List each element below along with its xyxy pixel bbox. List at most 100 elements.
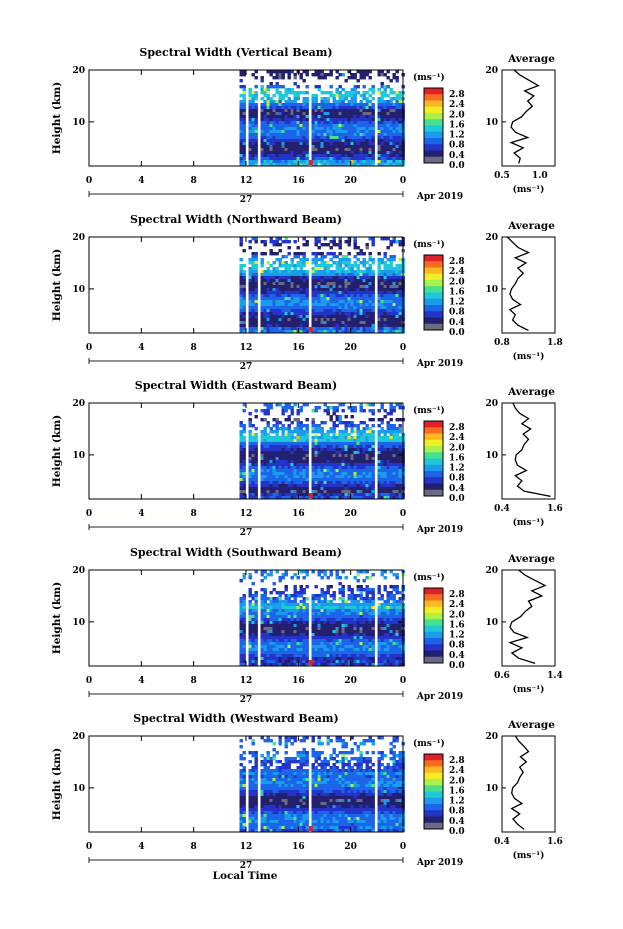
heatmap-cell [272,660,276,664]
heatmap-cell [359,112,363,116]
heatmap-cell [371,154,375,158]
heatmap-cell [377,318,381,322]
heatmap-cell [380,442,384,446]
heatmap-cell [278,133,282,137]
heatmap-cell [392,106,396,110]
heatmap-cell [242,472,246,476]
heatmap-cell [305,85,309,89]
heatmap-cell [290,493,294,497]
heatmap-cell [335,136,339,140]
heatmap-cell [254,237,258,241]
heatmap-cell [350,321,354,325]
heatmap-cell [287,279,291,283]
heatmap-cell [311,654,315,658]
heatmap-cell [353,297,357,301]
heatmap-cell [368,454,372,458]
heatmap-cell [275,312,279,316]
heatmap-cell [269,252,273,256]
heatmap-cell [398,487,402,491]
heatmap-cell [377,252,381,256]
heatmap-cell [356,490,360,494]
heatmap-cell [311,451,315,455]
heatmap-cell [386,493,390,497]
heatmap-cell [362,442,366,446]
heatmap-cell [275,445,279,449]
heatmap-cell [269,481,273,485]
heatmap-cell [293,630,297,634]
heatmap-cell [347,481,351,485]
heatmap-cell [269,82,273,86]
heatmap-cell [395,493,399,497]
heatmap-cell [386,151,390,155]
heatmap-cell [323,573,327,577]
heatmap-cell [323,403,327,407]
heatmap-cell [323,460,327,464]
heatmap-cell [332,642,336,646]
heatmap-cell [278,657,282,661]
heatmap-cell [284,606,288,610]
heatmap-cell [344,297,348,301]
heatmap-cell [299,157,303,161]
heatmap-cell [320,657,324,661]
heatmap-cell [278,130,282,134]
heatmap-cell [281,94,285,98]
heatmap-cell [263,493,267,497]
heatmap-cell [344,124,348,128]
colorbar-swatch [424,489,443,497]
heatmap-cell [317,264,321,268]
heatmap-cell [278,282,282,286]
avg-profile-line [509,69,540,164]
heatmap-cell [254,330,258,334]
heatmap-cell [326,445,330,449]
heatmap-cell [293,112,297,116]
heatmap-cell [281,282,285,286]
heatmap-cell [242,148,246,152]
heatmap-cell [287,484,291,488]
heatmap-cell [362,487,366,491]
heatmap-cell [332,409,336,413]
heatmap-cell [293,663,297,667]
heatmap-cell [356,487,360,491]
heatmap-cell [323,639,327,643]
heatmap-cell [332,303,336,307]
heatmap-cell [377,472,381,476]
heatmap-cell [323,472,327,476]
heatmap-cell [380,297,384,301]
heatmap-cell [329,660,333,664]
heatmap-cell [266,436,270,440]
heatmap-cell [320,624,324,628]
heatmap-cell [293,627,297,631]
heatmap-cell [377,496,381,500]
heatmap-cell [380,151,384,155]
heatmap-cell [272,160,276,164]
heatmap-cell [251,252,255,256]
heatmap-cell [341,445,345,449]
heatmap-cell [239,463,243,467]
heatmap-cell [293,439,297,443]
heatmap-cell [239,612,243,616]
heatmap-cell [263,648,267,652]
heatmap-cell [329,496,333,500]
heatmap-cell [359,481,363,485]
heatmap-cell [278,493,282,497]
heatmap-cell [281,436,285,440]
heatmap-cell [383,291,387,295]
heatmap-cell [335,324,339,328]
heatmap-cell [269,573,273,577]
heatmap-cell [344,240,348,244]
heatmap-cell [305,424,309,428]
heatmap-cell [326,324,330,328]
heatmap-cell [317,130,321,134]
heatmap-cell [302,433,306,437]
heatmap-cell [254,70,258,74]
heatmap-cell [353,493,357,497]
heatmap-cell [383,327,387,331]
heatmap-cell [335,612,339,616]
heatmap-cell [311,288,315,292]
heatmap-cell [266,424,270,428]
heatmap-cell [278,85,282,89]
heatmap-cell [275,139,279,143]
heatmap-cell [296,645,300,649]
heatmap-cell [278,324,282,328]
heatmap-cell [272,76,276,80]
